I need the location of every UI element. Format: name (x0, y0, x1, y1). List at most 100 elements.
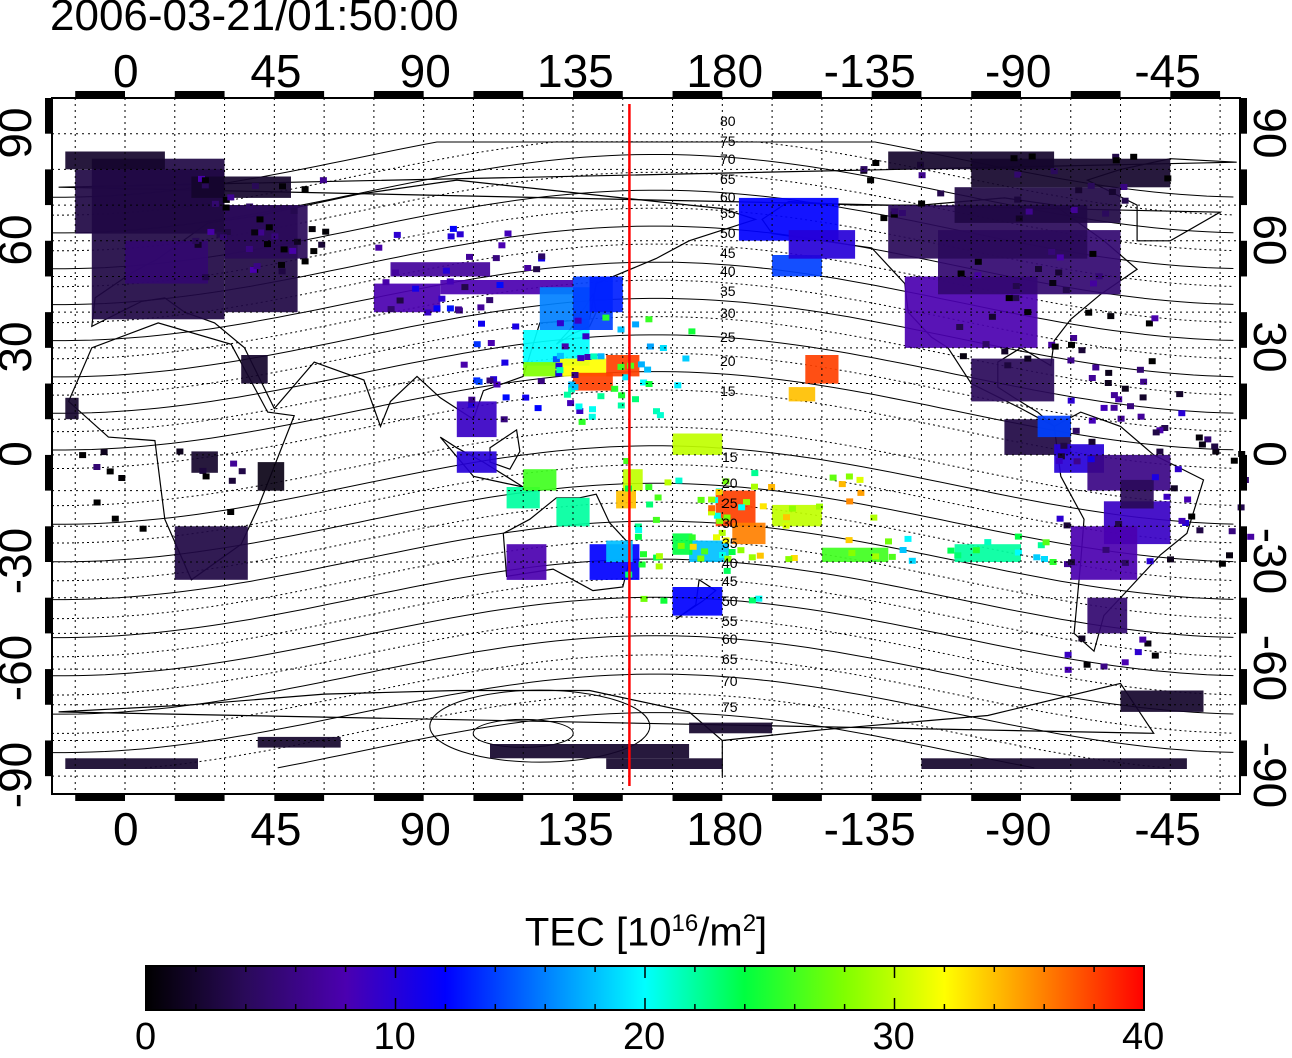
tec-sample (632, 396, 639, 403)
tec-sample (1139, 636, 1147, 643)
frame-tick-bar (672, 794, 723, 801)
tec-sample (743, 499, 750, 506)
tec-sample (271, 233, 279, 240)
magnetic-contour-line (144, 692, 1168, 769)
continent-outline (58, 682, 1155, 777)
frame-tick-bar (473, 794, 524, 801)
tec-sample (1012, 283, 1020, 289)
tec-sample (1014, 533, 1022, 540)
tec-sample (1204, 436, 1212, 443)
tec-sample (638, 561, 646, 568)
tec-sample (1078, 635, 1086, 642)
tec-sample (1024, 355, 1032, 362)
tec-sample (748, 554, 756, 561)
tec-sample (617, 363, 625, 370)
tec-sample (456, 231, 464, 238)
tec-sample (1085, 309, 1093, 316)
tec-sample (972, 547, 980, 554)
tec-sample (870, 514, 878, 521)
tec-sample (576, 408, 584, 414)
tec-sample (1176, 391, 1184, 398)
tec-patch (772, 255, 822, 277)
tec-sample (552, 356, 560, 363)
tec-sample (202, 274, 210, 281)
tec-sample (688, 328, 696, 335)
tec-sample (308, 226, 316, 233)
tec-sample (555, 370, 563, 377)
frame-tick-bar (971, 794, 1021, 801)
tec-sample (310, 248, 318, 255)
frame-tick-bar (274, 91, 325, 98)
tec-sample (708, 509, 715, 516)
frame-tick-bar (1070, 91, 1121, 98)
tec-sample (556, 320, 564, 327)
frame-tick-bar (1240, 740, 1247, 777)
magnetic-contour-line (52, 520, 1234, 601)
frame-tick-bar (45, 597, 52, 634)
tec-sample (1198, 441, 1206, 448)
tec-sample (846, 498, 854, 505)
tec-sample (201, 177, 209, 184)
tec-sample (1161, 425, 1169, 431)
tec-sample (632, 321, 640, 328)
tec-patch (506, 487, 540, 509)
magnetic-contour-line (52, 464, 1234, 544)
tec-sample (1083, 661, 1091, 668)
tec-sample (751, 483, 758, 490)
tec-sample (1237, 504, 1245, 511)
tec-sample (589, 406, 596, 413)
frame-tick-bar (1240, 240, 1247, 277)
tec-sample (1108, 189, 1116, 195)
tec-sample (454, 306, 462, 313)
tec-sample (1156, 448, 1164, 455)
colorbar-tick-label: 40 (1122, 1016, 1165, 1058)
tec-sample (1035, 266, 1042, 272)
tec-sample (301, 258, 309, 265)
tec-sample (493, 381, 501, 388)
tec-sample (504, 230, 512, 237)
magnetic-contour-line (277, 712, 1035, 769)
tec-sample (584, 354, 592, 360)
frame-tick-bar (373, 794, 424, 801)
frame-tick-bars (45, 91, 1247, 801)
contour-labels: 8075706560555045403530252015152025303540… (720, 113, 738, 715)
tec-patch (921, 758, 1187, 769)
tec-sample (1062, 287, 1070, 293)
contour-label: 55 (720, 205, 736, 221)
contour-label: 35 (720, 283, 736, 299)
contour-label: 55 (722, 613, 738, 629)
tec-sample (538, 253, 546, 260)
tec-sample (198, 175, 205, 182)
tec-sample (387, 306, 395, 313)
tec-patch (788, 230, 856, 259)
tec-patch (456, 401, 497, 438)
tec-sample (280, 246, 288, 253)
tec-sample (106, 468, 114, 475)
tec-sample (697, 555, 705, 562)
tec-patch (689, 722, 773, 734)
tec-sample (677, 542, 685, 549)
tec-sample (1015, 215, 1023, 222)
tec-sample (245, 246, 253, 252)
tec-sample (588, 413, 596, 420)
bottom-tick-label: 135 (536, 803, 614, 855)
tec-sample (438, 295, 446, 302)
tec-sample (646, 501, 654, 508)
colorbar-label: TEC [1016/m2] (524, 910, 768, 955)
tec-sample (253, 263, 261, 270)
top-tick-label: -135 (823, 45, 916, 97)
tec-sample (785, 556, 793, 563)
tec-sample (755, 595, 763, 602)
frame-tick-bar (45, 312, 52, 348)
tec-sample (738, 504, 746, 511)
tec-sample (1012, 295, 1020, 302)
tec-sample (192, 237, 200, 244)
tec-sample (533, 266, 541, 273)
tec-sample (1087, 456, 1095, 463)
contour-label: 25 (722, 495, 738, 511)
tec-sample (1025, 208, 1033, 215)
frame-tick-bar (871, 794, 922, 801)
tec-sample (597, 393, 605, 400)
tec-sample (219, 234, 227, 241)
top-tick-label: -45 (1134, 45, 1201, 97)
